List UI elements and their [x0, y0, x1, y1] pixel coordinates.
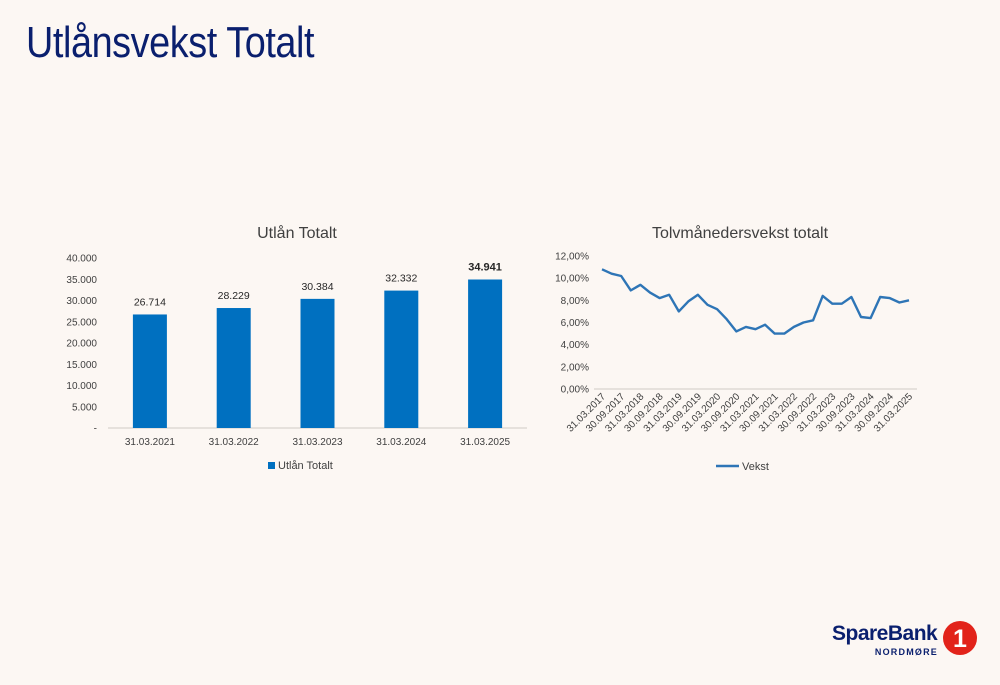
line-y-tick-label: 6,00%: [561, 318, 589, 329]
bar-data-label: 28.229: [218, 290, 250, 302]
bar-y-tick-label: 30.000: [66, 296, 97, 307]
bar-x-tick-label: 31.03.2024: [376, 437, 426, 448]
line-chart-x-axis: 31.03.201730.09.201731.03.201830.09.2018…: [565, 391, 915, 434]
logo-number: 1: [953, 625, 967, 653]
bar: [132, 314, 167, 428]
line-chart-y-axis: 0,00% 2,00% 4,00% 6,00% 8,00% 10,00% 12,00%: [555, 252, 589, 396]
bar-chart-legend: Utlån Totalt: [268, 460, 333, 472]
bar-legend-swatch: [268, 462, 275, 469]
bar-chart-x-axis: 31.03.2021 31.03.2022 31.03.2023 31.03.2024…: [125, 437, 511, 448]
bar-data-label: 30.384: [301, 281, 333, 293]
logo-region: NORDMØRE: [875, 647, 938, 657]
bar-chart-data-labels: 26.714 28.229 30.384 32.332 34.941: [134, 262, 502, 309]
bar-y-tick-label: 10.000: [66, 381, 97, 392]
line-legend-label: Vekst: [742, 461, 769, 473]
bar-y-tick-label: 15.000: [66, 360, 97, 371]
logo-badge-icon: [943, 621, 977, 655]
bar-data-label: 26.714: [134, 296, 166, 308]
bar: [216, 308, 251, 428]
bar-y-tick-label: 35.000: [66, 275, 97, 286]
line-chart-title: Tolvmånedersvekst totalt: [652, 224, 829, 242]
bar-chart-bars: [132, 279, 503, 428]
line-chart: Tolvmånedersvekst totalt 0,00% 2,00% 4,00%…: [555, 224, 917, 473]
bar: [384, 290, 419, 428]
bar: [300, 298, 335, 428]
bar-legend-label: Utlån Totalt: [278, 460, 333, 472]
slide-title: Utlånsvekst Totalt: [26, 18, 315, 67]
bar-y-tick-label: -: [94, 424, 97, 435]
bar-x-tick-label: 31.03.2023: [292, 437, 342, 448]
bar-x-tick-label: 31.03.2022: [209, 437, 259, 448]
bar-y-tick-label: 5.000: [72, 402, 97, 413]
bar-chart: Utlån Totalt - 5.000 10.000 15.000 20.000 25.…: [66, 224, 527, 472]
line-y-tick-label: 0,00%: [561, 385, 589, 396]
line-series-vekst: [601, 268, 910, 335]
line-y-tick-label: 4,00%: [561, 340, 589, 351]
bar-y-tick-label: 25.000: [66, 317, 97, 328]
logo-name: SpareBank: [832, 622, 938, 645]
bar-x-tick-label: 31.03.2021: [125, 437, 175, 448]
bar-x-tick-label: 31.03.2025: [460, 437, 510, 448]
bar-y-tick-label: 40.000: [66, 254, 97, 265]
line-chart-legend: Vekst: [716, 461, 769, 473]
bar-data-label: 34.941: [468, 262, 502, 274]
bar-y-tick-label: 20.000: [66, 339, 97, 350]
bar-chart-y-axis: - 5.000 10.000 15.000 20.000 25.000 30.000 35.0…: [66, 254, 97, 435]
bar-data-label: 32.332: [385, 273, 417, 285]
line-y-tick-label: 12,00%: [555, 252, 589, 263]
bar: [468, 279, 503, 428]
bar-chart-title: Utlån Totalt: [257, 224, 337, 242]
line-y-tick-label: 2,00%: [561, 362, 589, 373]
line-y-tick-label: 10,00%: [555, 274, 589, 285]
line-y-tick-label: 8,00%: [561, 296, 589, 307]
sparebank-logo: SpareBank NORDMØRE 1: [832, 621, 977, 657]
